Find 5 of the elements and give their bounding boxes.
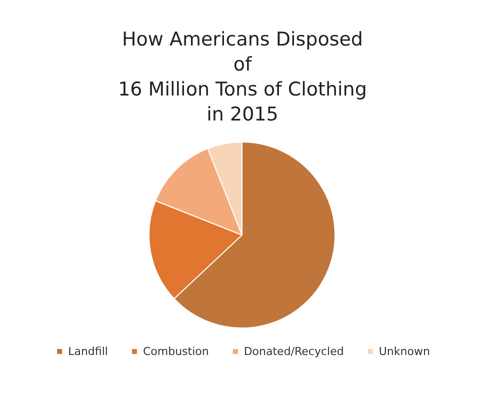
legend-label: Combustion <box>142 345 209 358</box>
legend-label: Unknown <box>378 345 430 358</box>
chart-title: How Americans Disposed of 16 Million Tons of Clothing in 2015 <box>118 28 367 126</box>
legend-label: Donated/Recycled <box>244 345 344 358</box>
legend-label: Landfill <box>68 345 108 358</box>
